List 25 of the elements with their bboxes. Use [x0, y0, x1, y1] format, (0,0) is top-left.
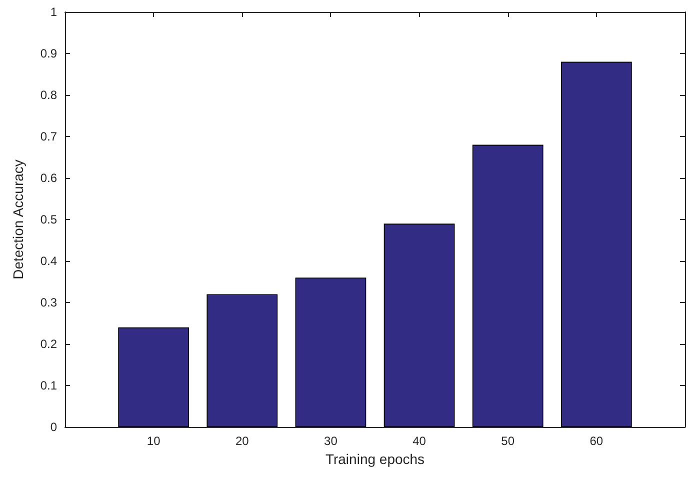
y-tick-label: 0.3: [40, 296, 58, 310]
x-tick-label: 60: [590, 434, 604, 448]
y-axis-title: Detection Accuracy: [10, 160, 26, 280]
y-tick-label: 0.8: [40, 88, 58, 102]
bar: [561, 62, 632, 427]
bar: [118, 327, 189, 427]
y-tick-label: 1: [50, 5, 58, 19]
bar: [206, 294, 278, 427]
x-tick-label: 40: [412, 434, 426, 448]
y-tick-label: 0.1: [40, 378, 58, 392]
x-tick-label: 20: [235, 434, 250, 448]
bar: [384, 224, 455, 427]
x-axis-title: Training epochs: [325, 451, 425, 467]
y-tick-label: 0: [50, 420, 58, 434]
bar: [295, 278, 366, 427]
y-tick-label: 0.6: [40, 171, 58, 185]
x-tick-label: 50: [501, 434, 515, 448]
y-tick-label: 0.2: [40, 337, 58, 351]
y-tick-label: 0.9: [40, 46, 58, 60]
x-tick-label: 10: [146, 434, 161, 448]
y-tick-label: 0.4: [40, 254, 58, 268]
bar: [472, 144, 544, 427]
y-tick-label: 0.7: [40, 130, 58, 144]
y-tick-label: 0.5: [40, 212, 58, 226]
x-tick-label: 30: [324, 434, 338, 448]
